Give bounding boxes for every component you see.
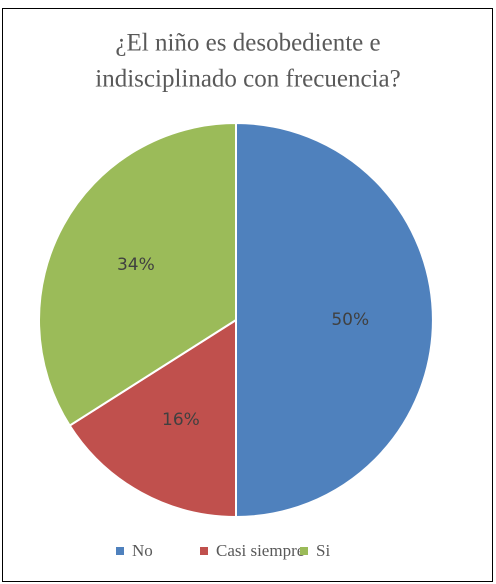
legend-marker [200, 547, 208, 555]
data-label: 34% [117, 255, 155, 275]
legend-label: Si [316, 541, 330, 560]
pie-slice [235, 121, 434, 519]
legend-label: Casi siempre [216, 541, 304, 560]
data-label: 16% [162, 410, 200, 430]
pie-slice [68, 318, 237, 519]
chart-title: ¿El niño es desobediente e [115, 30, 380, 57]
legend-marker [116, 547, 124, 555]
legend-marker [300, 547, 308, 555]
pie-slice [38, 121, 237, 427]
data-label: 50% [331, 310, 369, 330]
chart-title: indisciplinado con frecuencia? [95, 66, 400, 93]
legend-label: No [132, 541, 153, 560]
